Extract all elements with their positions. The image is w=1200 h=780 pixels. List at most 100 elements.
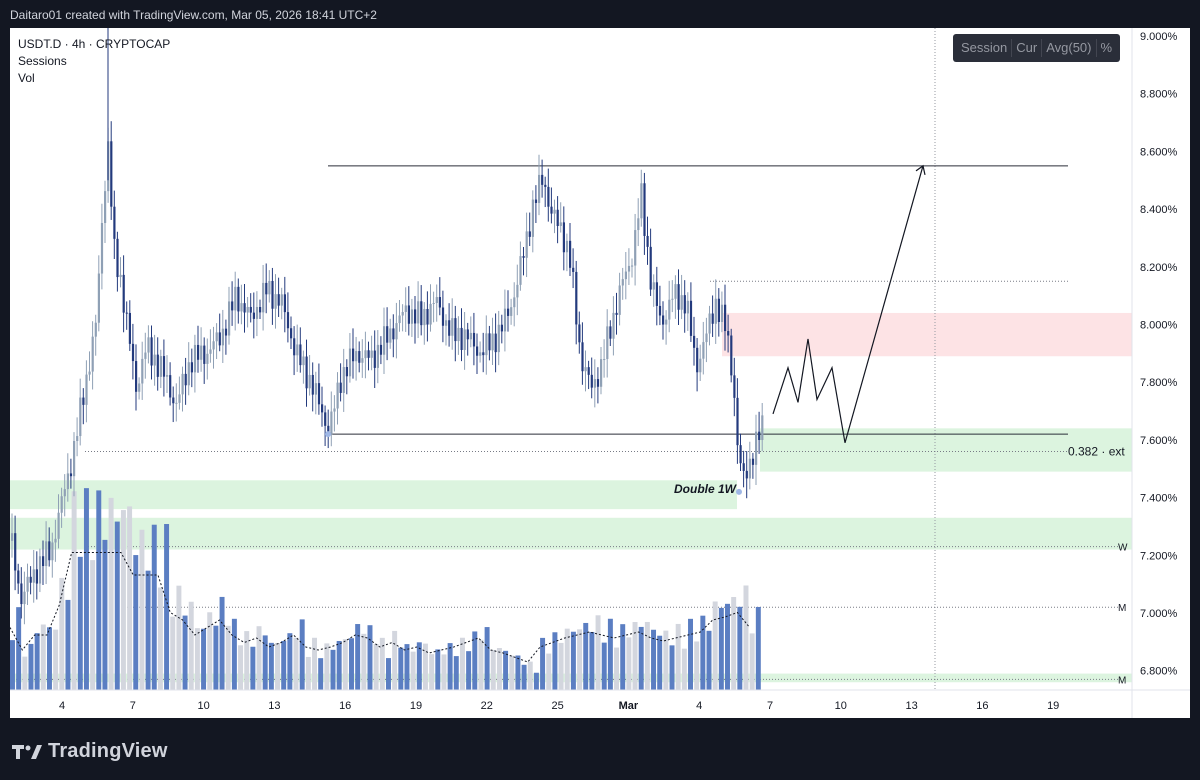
- candle-body: [54, 538, 57, 543]
- volume-bar: [632, 622, 638, 690]
- candle-body: [206, 353, 209, 364]
- candle-body: [584, 367, 587, 372]
- candle-body: [17, 570, 20, 584]
- volume-bar: [164, 524, 170, 690]
- candle-body: [178, 394, 181, 403]
- candle-body: [451, 318, 454, 336]
- candle-body: [671, 298, 674, 300]
- sessions-indicator-label[interactable]: Sessions: [18, 54, 67, 68]
- candle-body: [26, 576, 29, 592]
- candle-body: [94, 322, 97, 337]
- chart-frame[interactable]: Double 1W 0.382 · ext W M M 9.000% 8.800% 8.600…: [10, 28, 1190, 718]
- candle-body: [702, 342, 705, 359]
- candle-body: [153, 354, 156, 366]
- candle-body: [488, 333, 491, 351]
- chart-legend: USDT.D · 4h · CRYPTOCAP Sessions Vol: [18, 36, 170, 87]
- candle-body: [79, 397, 82, 437]
- candle-body: [85, 374, 88, 405]
- candle-body: [736, 397, 739, 446]
- volume-bar: [564, 628, 570, 690]
- candle-body: [420, 301, 423, 326]
- candle-body: [696, 347, 699, 373]
- volume-bar: [651, 629, 657, 690]
- candle-body: [680, 295, 683, 310]
- tradingview-logo[interactable]: TradingView: [12, 740, 168, 763]
- candle-body: [482, 352, 485, 356]
- candle-body: [63, 489, 66, 497]
- candle-body: [131, 343, 135, 362]
- candle-body: [689, 300, 693, 336]
- candle-body: [51, 542, 54, 561]
- volume-bar: [299, 619, 305, 690]
- volume-bar: [102, 539, 108, 690]
- candle-body: [544, 184, 547, 187]
- volume-bar: [90, 560, 96, 690]
- price-tick-label: 7.800%: [1140, 377, 1178, 389]
- tradingview-logo-icon: [12, 744, 42, 759]
- volume-bar: [503, 650, 509, 690]
- volume-bar: [743, 585, 749, 690]
- candle-body: [389, 328, 392, 343]
- volume-bar: [453, 656, 459, 690]
- volume-bar: [194, 628, 200, 690]
- volume-bar: [367, 625, 373, 690]
- candle-body: [578, 324, 581, 343]
- volume-bar: [540, 637, 546, 690]
- candle-body: [404, 305, 407, 312]
- volume-bar: [422, 643, 428, 690]
- volume-bar: [447, 643, 453, 690]
- candle-body: [32, 569, 35, 583]
- candle-body: [426, 308, 429, 325]
- candle-body: [708, 313, 711, 334]
- candle-body: [290, 328, 293, 339]
- candle-body: [116, 238, 119, 278]
- candle-body: [317, 383, 321, 405]
- price-chart[interactable]: Double 1W 0.382 · ext W M M 9.000% 8.800% 8.600…: [10, 28, 1190, 718]
- volume-bars: [10, 488, 761, 690]
- candle-body: [469, 332, 472, 340]
- volume-bar: [694, 641, 700, 690]
- candle-body: [528, 231, 531, 237]
- volume-bar: [712, 601, 718, 690]
- candle-body: [193, 344, 197, 373]
- candle-body: [181, 373, 184, 395]
- volume-bar: [287, 633, 293, 690]
- candle-body: [572, 267, 575, 272]
- volume-bar: [256, 626, 262, 690]
- symbol-line[interactable]: USDT.D · 4h · CRYPTOCAP: [18, 37, 171, 51]
- candle-body: [466, 329, 469, 340]
- candle-body: [516, 284, 519, 298]
- candle-body: [693, 335, 696, 348]
- candle-body: [42, 556, 45, 567]
- candle-body: [175, 402, 178, 404]
- candle-body: [57, 512, 60, 539]
- time-tick-label: 13: [268, 700, 280, 712]
- candle-body: [575, 271, 578, 325]
- candle-body: [224, 328, 228, 336]
- volume-bar: [188, 601, 194, 690]
- volume-bar: [484, 627, 490, 690]
- volume-bar: [83, 488, 89, 690]
- volume-bar: [342, 639, 348, 690]
- candle-body: [373, 350, 376, 368]
- candle-body: [367, 350, 370, 358]
- bottom-bar: TradingView: [0, 718, 1200, 780]
- candle-body: [88, 371, 91, 375]
- volume-indicator-label[interactable]: Vol: [18, 71, 35, 85]
- candle-body: [299, 344, 302, 366]
- candle-body: [268, 280, 271, 295]
- volume-bar: [663, 630, 669, 690]
- candle-body: [197, 344, 200, 360]
- candle-body: [100, 222, 104, 274]
- fib-ext-label: 0.382 · ext: [1068, 444, 1125, 458]
- volume-bar: [355, 624, 361, 690]
- candle-body: [392, 328, 395, 340]
- volume-bar: [410, 651, 416, 690]
- volume-bar: [546, 653, 552, 690]
- candle-body: [203, 345, 206, 364]
- candle-body: [144, 352, 147, 359]
- candle-body: [590, 374, 593, 388]
- candle-body: [11, 533, 14, 541]
- time-tick-label: 4: [696, 700, 702, 712]
- volume-bar: [330, 649, 336, 690]
